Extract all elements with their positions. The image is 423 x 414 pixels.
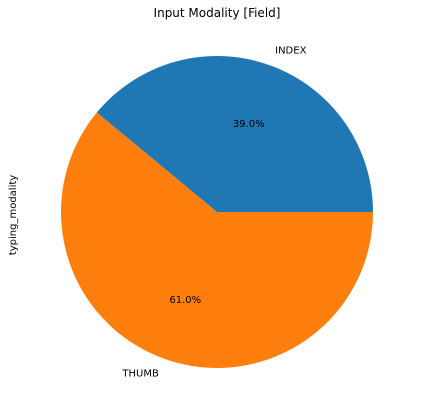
y-axis-label: typing_modality [8,175,19,255]
percent-label-index: 39.0% [233,119,265,130]
pie-slice-index [96,55,374,212]
category-label-index: INDEX [275,46,306,57]
category-label-thumb: THUMB [121,368,159,379]
pie-slices [60,55,374,368]
pie-labels: INDEX 39.0% THUMB 61.0% [121,46,306,380]
chart-title: Input Modality [Field] [154,6,281,20]
percent-label-thumb: 61.0% [169,295,201,306]
pie-slice-thumb [60,112,373,368]
